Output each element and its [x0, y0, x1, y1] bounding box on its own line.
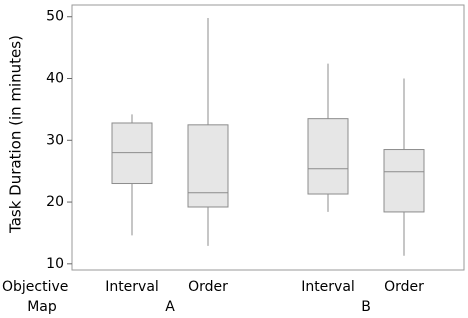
- y-tick-label: 10: [46, 256, 64, 272]
- box: [187, 124, 229, 208]
- y-tick-label: 30: [46, 132, 64, 148]
- box: [383, 149, 425, 213]
- y-tick-label: 50: [46, 9, 64, 25]
- x-level-name: Map: [27, 299, 57, 315]
- x-tick-label: Order: [384, 279, 424, 295]
- x-level-name: Objective: [2, 279, 68, 295]
- x-tick-label: Order: [188, 279, 228, 295]
- box: [111, 122, 153, 185]
- y-tick-label: 40: [46, 71, 64, 87]
- group-label: A: [165, 299, 175, 315]
- x-tick-label: Interval: [105, 279, 159, 295]
- box: [307, 118, 349, 195]
- group-label: B: [361, 299, 371, 315]
- y-axis-title: Task Duration (in minutes): [7, 35, 25, 234]
- x-tick-label: Interval: [301, 279, 355, 295]
- y-tick-label: 20: [46, 194, 64, 210]
